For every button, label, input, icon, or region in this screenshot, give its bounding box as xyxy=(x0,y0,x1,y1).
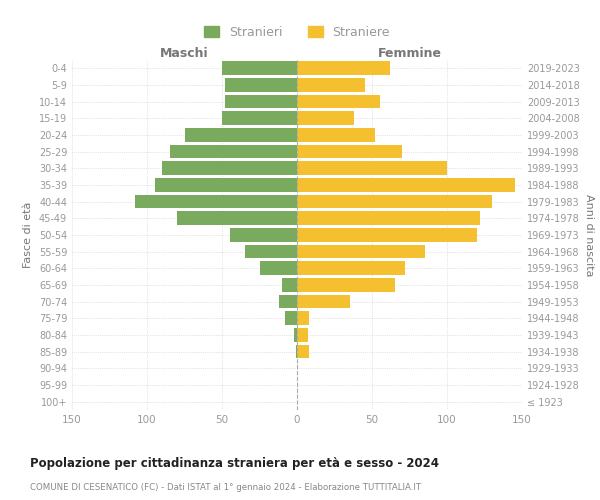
Y-axis label: Fasce di età: Fasce di età xyxy=(23,202,33,268)
Bar xyxy=(225,95,297,108)
Bar xyxy=(297,345,309,358)
Bar xyxy=(245,245,297,258)
Text: Popolazione per cittadinanza straniera per età e sesso - 2024: Popolazione per cittadinanza straniera p… xyxy=(30,458,439,470)
Bar xyxy=(297,112,354,125)
Bar xyxy=(155,178,297,192)
Bar xyxy=(162,162,297,175)
Y-axis label: Anni di nascita: Anni di nascita xyxy=(584,194,593,276)
Bar xyxy=(225,78,297,92)
Bar xyxy=(297,328,308,342)
Bar xyxy=(297,178,515,192)
Bar xyxy=(297,212,480,225)
Bar xyxy=(177,212,297,225)
Bar xyxy=(170,145,297,158)
Bar xyxy=(297,128,375,142)
Text: Femmine: Femmine xyxy=(377,47,442,60)
Bar xyxy=(297,262,405,275)
Bar xyxy=(279,295,297,308)
Bar xyxy=(229,228,297,242)
Bar xyxy=(297,245,425,258)
Bar xyxy=(222,112,297,125)
Bar xyxy=(297,295,349,308)
Bar xyxy=(285,312,297,325)
Bar xyxy=(135,195,297,208)
Bar xyxy=(296,345,297,358)
Text: Maschi: Maschi xyxy=(160,47,209,60)
Bar xyxy=(222,62,297,75)
Bar xyxy=(297,228,477,242)
Bar xyxy=(297,162,447,175)
Bar xyxy=(297,145,402,158)
Bar xyxy=(297,95,380,108)
Bar xyxy=(297,195,492,208)
Bar xyxy=(294,328,297,342)
Bar xyxy=(282,278,297,292)
Bar xyxy=(297,278,395,292)
Bar xyxy=(297,62,390,75)
Legend: Stranieri, Straniere: Stranieri, Straniere xyxy=(199,20,395,44)
Bar xyxy=(185,128,297,142)
Bar xyxy=(297,312,309,325)
Bar xyxy=(297,78,365,92)
Text: COMUNE DI CESENATICO (FC) - Dati ISTAT al 1° gennaio 2024 - Elaborazione TUTTITA: COMUNE DI CESENATICO (FC) - Dati ISTAT a… xyxy=(30,482,421,492)
Bar xyxy=(260,262,297,275)
